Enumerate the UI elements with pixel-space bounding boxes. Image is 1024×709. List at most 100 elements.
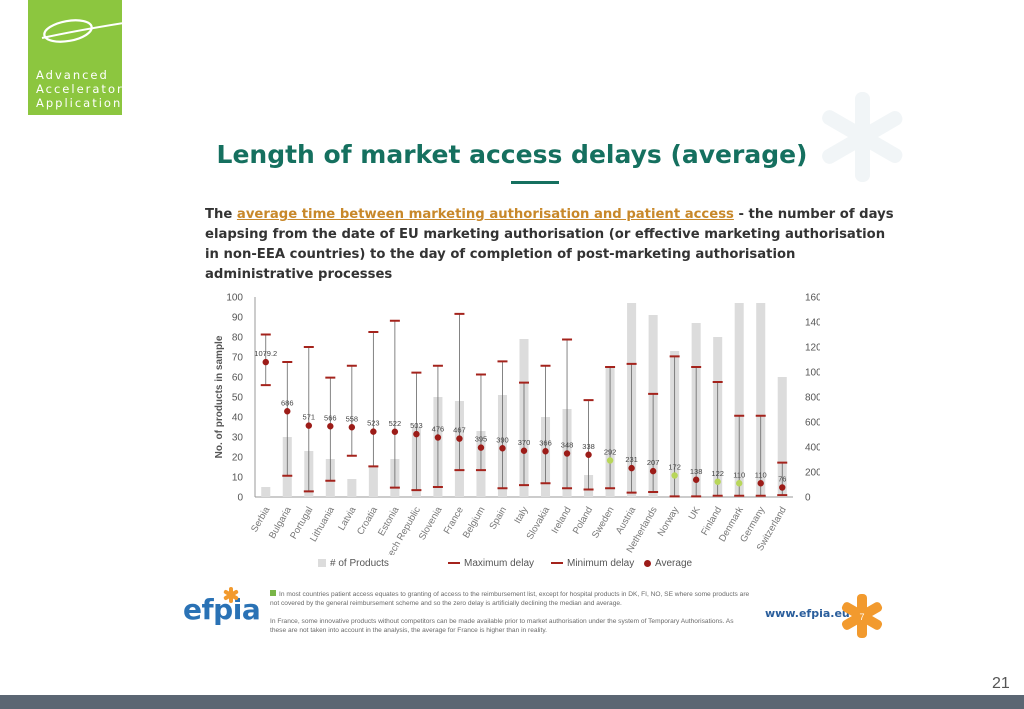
average-data-label: 172 (668, 463, 681, 472)
average-data-label: 138 (690, 467, 703, 476)
y-tick-label: 80 (232, 333, 244, 344)
y2-tick-label: 400 (805, 443, 820, 454)
y2-tick-label: 600 (805, 418, 820, 429)
logo-line-3: Applications (36, 96, 131, 110)
y-tick-label: 20 (232, 453, 244, 464)
market-access-chart: 0102030405060708090100020040060080010001… (214, 293, 820, 556)
average-point (606, 457, 614, 464)
y-axis-title: No. of products in sample (214, 335, 225, 458)
average-data-label: 207 (647, 458, 660, 467)
efpia-url[interactable]: www.efpia.eu (765, 607, 850, 620)
y2-tick-label: 1200 (805, 343, 820, 354)
average-data-label: 467 (453, 426, 466, 435)
average-point (649, 467, 657, 475)
product-count-bar (734, 303, 744, 497)
y2-tick-label: 200 (805, 468, 820, 479)
average-point (563, 450, 571, 457)
average-data-label: 110 (733, 470, 745, 479)
average-point (284, 408, 291, 415)
legend-products: # of Products (318, 558, 389, 569)
footnote-marker (270, 590, 276, 596)
average-point (757, 480, 764, 487)
legend-max: Maximum delay (448, 558, 534, 569)
average-data-label: 503 (410, 421, 423, 430)
average-data-label: 1079.2 (254, 349, 277, 358)
bottom-bar (0, 695, 1024, 709)
y-tick-label: 10 (232, 473, 244, 484)
average-data-label: 522 (389, 419, 402, 428)
x-tick-label: Norway (656, 505, 682, 539)
legend-bar-swatch (318, 559, 326, 568)
x-tick-label: Spain (487, 505, 509, 532)
legend-products-label: # of Products (330, 558, 389, 569)
footnotes: In most countries patient access equates… (270, 590, 750, 644)
average-point (262, 358, 269, 366)
average-point (714, 478, 721, 485)
average-data-label: 231 (625, 455, 638, 464)
product-count-bar (777, 377, 787, 497)
average-data-label: 523 (367, 419, 380, 428)
average-data-label: 395 (475, 435, 488, 444)
average-point (305, 422, 312, 429)
y-tick-label: 60 (232, 373, 244, 384)
average-data-label: 122 (711, 469, 724, 478)
average-point (327, 423, 334, 430)
product-count-bar (347, 479, 357, 497)
average-data-label: 390 (496, 435, 509, 444)
average-point (628, 464, 635, 472)
x-tick-label: UK (687, 504, 703, 522)
efpia-logo: efpia (183, 587, 261, 626)
footnote-2: In France, some innovative products with… (270, 618, 734, 634)
aaa-logo: Advanced Accelerator Applications (28, 0, 128, 115)
legend-average: Average (644, 558, 692, 569)
average-data-label: 566 (324, 413, 337, 422)
footnote-1: In most countries patient access equates… (270, 590, 750, 608)
average-point (391, 428, 399, 435)
legend-min-swatch (551, 562, 563, 565)
page-number: 21 (992, 675, 1010, 692)
average-data-label: 110 (755, 470, 767, 479)
logo-line-1: Advanced (36, 68, 109, 82)
average-data-label: 558 (346, 414, 359, 423)
y-tick-label: 0 (237, 493, 243, 504)
average-data-label: 348 (561, 441, 574, 450)
average-point (736, 480, 743, 487)
product-count-bar (756, 303, 766, 497)
average-point (348, 424, 356, 431)
y2-tick-label: 1400 (805, 318, 820, 329)
average-data-label: 292 (604, 448, 617, 457)
logo-line-2: Accelerator (36, 82, 124, 96)
product-count-bar (261, 487, 271, 497)
average-point (413, 430, 420, 438)
y2-tick-label: 0 (805, 493, 811, 504)
average-point (692, 476, 700, 483)
logo-swoosh-icon (41, 19, 122, 43)
legend-min: Minimum delay (551, 558, 634, 569)
description-pre: The (205, 207, 237, 222)
average-data-label: 76 (778, 475, 786, 484)
footnote-1-text: In most countries patient access equates… (270, 591, 750, 607)
average-point (542, 448, 549, 455)
slide-description: The average time between marketing autho… (205, 205, 895, 285)
x-tick-label: Latvia (336, 504, 359, 532)
y2-tick-label: 800 (805, 393, 820, 404)
decorative-star-icon (822, 92, 903, 182)
efpia-star-icon (223, 587, 239, 603)
efpia-page-star-icon: 7 (841, 594, 883, 638)
y-tick-label: 90 (232, 313, 244, 324)
efpia-logo-text: efpia (183, 593, 261, 626)
average-point (779, 484, 786, 491)
average-point (434, 434, 442, 441)
average-point (520, 447, 528, 454)
description-highlight: average time between marketing authorisa… (236, 207, 734, 222)
average-point (456, 435, 463, 442)
average-point (585, 451, 592, 458)
legend-min-label: Minimum delay (567, 558, 635, 569)
average-point (370, 428, 377, 435)
y2-tick-label: 1600 (805, 293, 820, 304)
y-tick-label: 50 (232, 393, 244, 404)
average-data-label: 476 (432, 425, 445, 434)
x-tick-label: Italy (512, 505, 530, 526)
average-point (671, 472, 678, 479)
